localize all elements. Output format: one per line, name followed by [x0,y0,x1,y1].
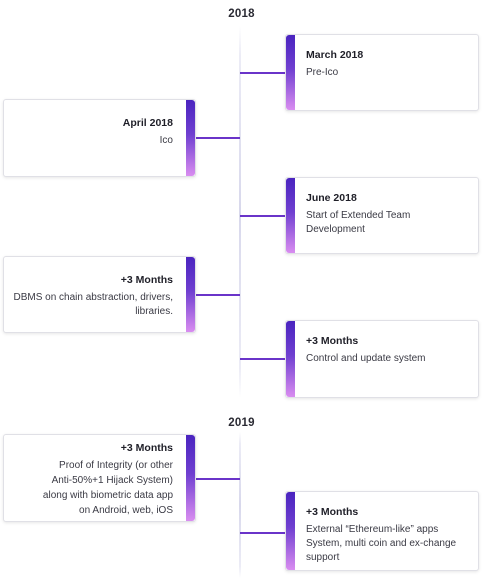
card-title: +3 Months [120,274,173,286]
card-title: April 2018 [122,117,173,129]
accent-bar [186,100,195,176]
card-title: +3 Months [306,335,359,347]
timeline-card-ethereum-apps: +3 Months External “Ethereum-like” apps … [285,491,479,571]
connector-control-update [240,358,285,360]
card-description: Proof of Integrity (or other Anti-50%+1 … [42,460,173,516]
connector-proof-integrity [196,478,240,480]
accent-bar [186,435,195,521]
year-heading-2019: 2019 [228,417,255,429]
accent-bar [186,257,195,332]
connector-march-2018 [240,72,285,74]
connector-ethereum-apps [240,532,285,534]
timeline-card-proof-integrity: +3 Months Proof of Integrity (or other A… [3,434,196,522]
year-heading-2018: 2018 [228,8,255,20]
accent-bar [286,178,295,253]
card-title: +3 Months [120,442,173,454]
card-description: Start of Extended Team Development [306,210,411,235]
timeline-card-dbms: +3 Months DBMS on chain abstraction, dri… [3,256,196,333]
accent-bar [286,321,295,397]
card-description: Ico [159,135,173,146]
accent-bar [286,492,295,570]
card-title: +3 Months [306,506,359,518]
card-description: Pre-Ico [306,67,339,78]
connector-dbms [196,294,240,296]
card-description: Control and update system [306,353,426,364]
connector-april-2018 [196,137,240,139]
connector-june-2018 [240,215,285,217]
card-title: June 2018 [306,192,357,204]
card-description: External “Ethereum-like” apps System, mu… [306,524,457,563]
timeline-spine-2018 [239,26,241,398]
timeline-card-control-update: +3 Months Control and update system [285,320,479,398]
card-title: March 2018 [306,49,364,61]
timeline-spine-2019 [239,432,241,578]
card-description: DBMS on chain abstraction, drivers, libr… [13,292,173,317]
timeline-card-april-2018: April 2018 Ico [3,99,196,177]
timeline-card-june-2018: June 2018 Start of Extended Team Develop… [285,177,479,254]
timeline-card-march-2018: March 2018 Pre-Ico [285,34,479,111]
accent-bar [286,35,295,110]
